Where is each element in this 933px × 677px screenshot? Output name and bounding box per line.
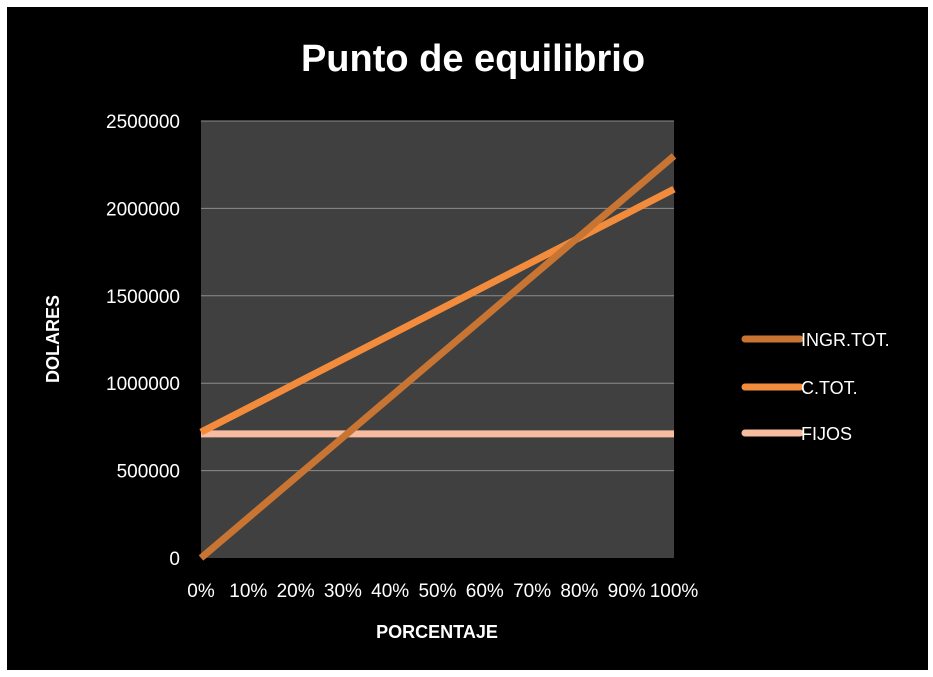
plot-area (201, 121, 674, 558)
x-tick-label: 20% (277, 581, 315, 602)
x-tick-label: 100% (650, 581, 699, 602)
y-axis-title: DOLARES (43, 295, 63, 383)
y-axis-ticks: 0 500000 1000000 1500000 2000000 2500000 (106, 112, 180, 570)
legend-label: C.TOT. (801, 378, 858, 398)
y-tick-label: 2000000 (106, 199, 180, 220)
break-even-chart: Punto de equilibrio 0 500000 1000000 150000… (43, 38, 890, 642)
x-tick-label: 50% (418, 581, 456, 602)
series-lines (198, 153, 677, 561)
x-tick-label: 70% (513, 581, 551, 602)
x-tick-label: 10% (229, 581, 267, 602)
chart-title: Punto de equilibrio (301, 38, 645, 80)
y-tick-label: 0 (169, 549, 180, 570)
series-line-c-tot (199, 186, 676, 436)
gridlines (201, 120, 674, 472)
x-tick-label: 60% (466, 581, 504, 602)
y-tick-label: 1500000 (106, 287, 180, 308)
x-tick-label: 80% (560, 581, 598, 602)
y-tick-label: 500000 (117, 462, 180, 483)
chart-area: Punto de equilibrio 0 500000 1000000 150000… (7, 7, 928, 670)
legend-label: FIJOS (801, 424, 852, 444)
y-tick-label: 1000000 (106, 374, 180, 395)
x-axis-title: PORCENTAJE (376, 622, 498, 642)
legend-label: INGR.TOT. (801, 330, 890, 350)
x-tick-label: 0% (187, 581, 215, 602)
legend: INGR.TOT. C.TOT. FIJOS (741, 330, 890, 444)
series-line-ingr-tot (198, 153, 677, 561)
x-tick-label: 30% (324, 581, 362, 602)
y-tick-label: 2500000 (106, 112, 180, 133)
x-axis-ticks: 0% 10% 20% 30% 40% 50% 60% 70% 80% 90% 100% (187, 581, 698, 602)
x-tick-label: 40% (371, 581, 409, 602)
x-tick-label: 90% (608, 581, 646, 602)
